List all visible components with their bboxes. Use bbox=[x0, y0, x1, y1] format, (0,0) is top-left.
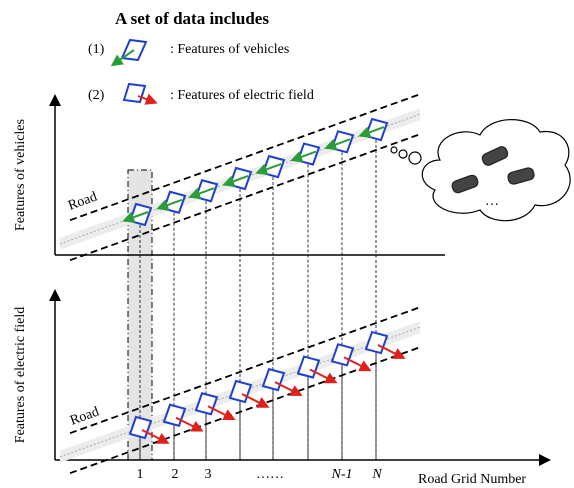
road-edge bbox=[69, 93, 421, 222]
legend-label: : Features of vehicles bbox=[170, 42, 289, 57]
cloud-ellipsis: … bbox=[485, 194, 499, 209]
y-axis-label: Features of electric field bbox=[13, 307, 28, 443]
field-arrow bbox=[241, 393, 270, 408]
road-edge bbox=[69, 346, 421, 475]
roads bbox=[59, 93, 421, 475]
vehicle-arrow bbox=[188, 187, 215, 200]
legend-index: (2) bbox=[88, 88, 105, 103]
legend-label: : Features of electric field bbox=[170, 88, 314, 103]
field-arrow bbox=[175, 416, 204, 432]
road-label: Road bbox=[68, 405, 101, 429]
field-arrow bbox=[274, 381, 303, 396]
vehicle-arrow bbox=[324, 138, 351, 151]
legend-arrow bbox=[110, 49, 135, 67]
road-edge bbox=[69, 306, 421, 435]
title: A set of data includes bbox=[115, 9, 269, 28]
x-tick-label: 1 bbox=[137, 467, 144, 482]
grid-cell bbox=[194, 392, 219, 416]
x-tick-label: N bbox=[371, 467, 382, 482]
vehicle-arrow bbox=[122, 211, 149, 223]
vehicle-arrow bbox=[290, 150, 317, 163]
x-tick-label: …… bbox=[256, 467, 284, 482]
vehicle-arrow bbox=[156, 198, 183, 211]
field-arrow bbox=[309, 368, 338, 384]
grid-cell bbox=[261, 367, 286, 392]
grid-cell bbox=[330, 343, 355, 367]
y-axis-label: Features of vehicles bbox=[13, 119, 28, 231]
road-label: Road bbox=[66, 190, 99, 214]
x-tick-label: 2 bbox=[172, 467, 179, 482]
x-tick-label: 3 bbox=[205, 467, 212, 482]
field-arrow bbox=[207, 405, 236, 421]
field-arrow bbox=[377, 344, 406, 359]
grid-cell bbox=[364, 330, 389, 355]
legend-index: (1) bbox=[88, 42, 105, 57]
field-arrow bbox=[343, 356, 372, 372]
vehicle-arrow bbox=[358, 126, 385, 138]
grid-cell bbox=[296, 355, 321, 379]
field-arrow bbox=[141, 429, 170, 444]
x-tick-label: N-1 bbox=[331, 467, 353, 482]
x-axis-label: Road Grid Number bbox=[418, 472, 526, 487]
grid-cell bbox=[162, 403, 187, 427]
grid-cell bbox=[228, 379, 253, 404]
legend-arrow bbox=[137, 93, 158, 105]
vehicle-arrow bbox=[222, 175, 249, 187]
legend-icon bbox=[122, 82, 147, 104]
road-edge bbox=[69, 133, 421, 262]
cloud bbox=[390, 119, 571, 222]
vehicle-arrow bbox=[255, 163, 282, 176]
